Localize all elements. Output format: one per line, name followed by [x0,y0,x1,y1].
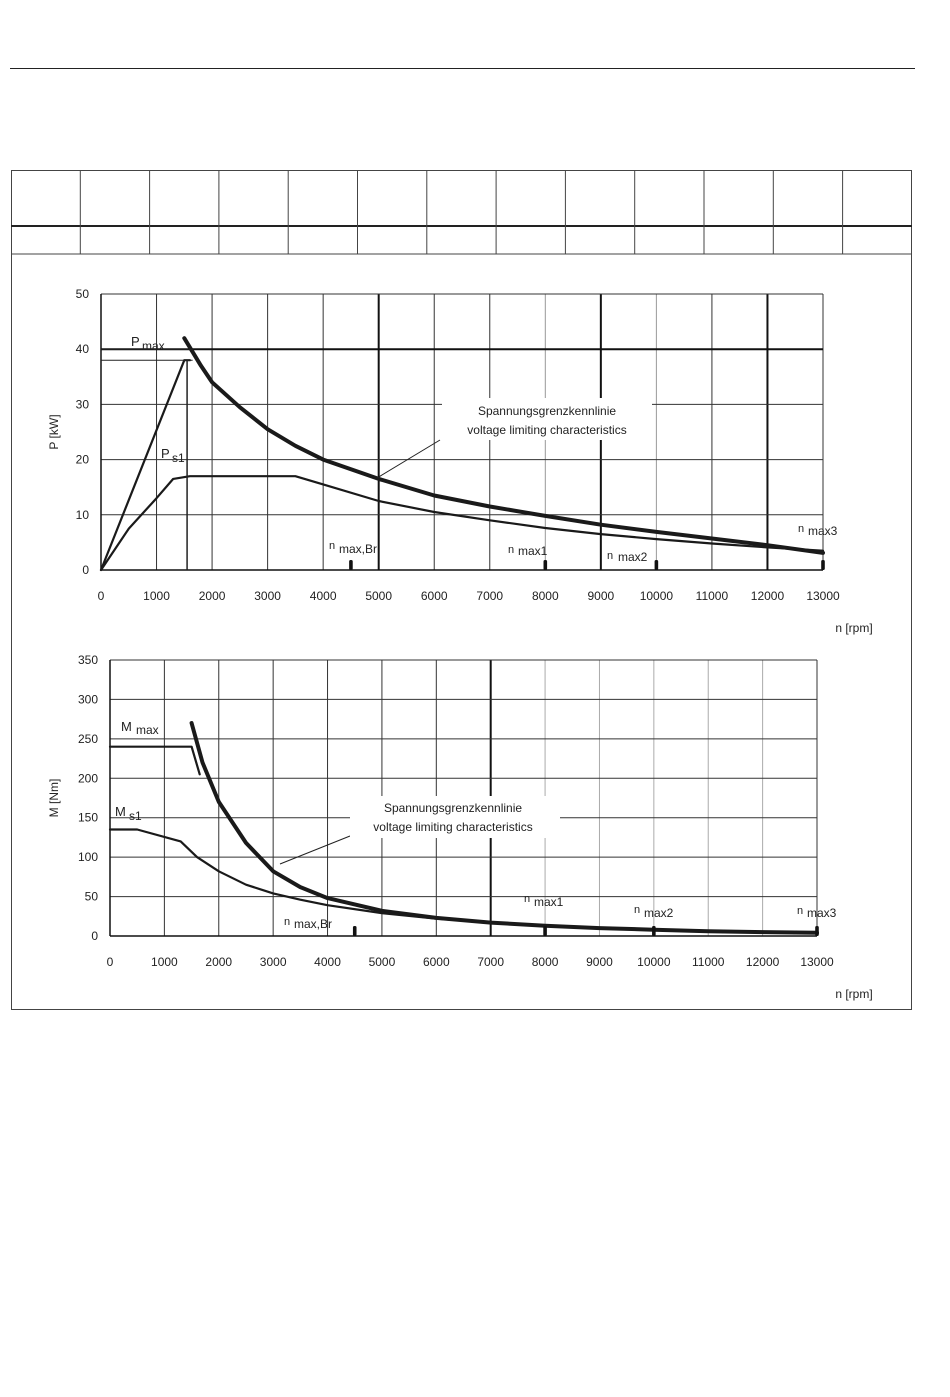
torque-y-tick-label: 250 [78,732,98,746]
ps1-line [99,475,825,572]
torque-markers [352,926,819,936]
torque-series [108,721,819,935]
power-markers [349,560,825,570]
power-nmax3-label: n max3 [798,521,838,538]
ms1-label: M s1 [115,804,142,823]
power-y-tick-label: 20 [76,453,90,467]
torque-annotation-box [350,796,560,838]
power-y-tick-label: 40 [76,342,90,356]
torque-marker-n-max1 [543,926,547,936]
torque-nmax2-label: n max2 [634,902,674,920]
torque-nmax3-label: n max3 [797,903,837,920]
power-x-tick-label: 12000 [751,589,785,603]
torque-x-tick-label: 8000 [532,955,559,969]
power-x-tick-label: 11000 [696,589,729,603]
power-x-tick-label: 9000 [587,589,614,603]
ps1-label: P s1 [161,446,185,465]
power-x-tick-label: 10000 [640,589,674,603]
mmax-label: M max [121,719,159,737]
torque-y-tick-label: 200 [78,771,98,785]
power-annotation-box [442,398,652,440]
torque-nmaxbr-label: n max,Br [284,914,332,931]
power-x-tick-label: 4000 [310,589,337,603]
torque-annotation-line1: Spannungsgrenzkennlinie [384,801,522,815]
power-x-axis-label: n [rpm] [835,621,872,635]
torque-x-tick-label: 6000 [423,955,450,969]
power-series [99,336,825,572]
torque-y-tick-label: 300 [78,692,98,706]
power-x-tick-label: 13000 [806,589,840,603]
torque-y-tick-label: 100 [78,850,98,864]
power-y-tick-label: 10 [76,508,90,522]
power-x-tick-label: 3000 [254,589,281,603]
torque-nmax1-label: n max1 [524,891,564,909]
torque-x-tick-label: 11000 [692,955,725,969]
torque-y-tick-label: 0 [91,929,98,943]
page-top-rule [10,68,915,69]
torque-grid [109,659,818,937]
power-x-tick-label: 1000 [143,589,170,603]
torque-x-tick-label: 3000 [260,955,287,969]
torque-x-tick-label: 13000 [800,955,834,969]
torque-x-tick-label: 4000 [314,955,341,969]
power-x-tick-label: 0 [98,589,105,603]
power-marker-n-max-br [349,560,353,570]
torque-x-tick-label: 2000 [205,955,232,969]
power-y-tick-label: 0 [82,563,89,577]
power-x-tick-label: 5000 [365,589,392,603]
power-x-tick-label: 8000 [532,589,559,603]
torque-x-tick-label: 1000 [151,955,178,969]
torque-x-ticks: 0 1000 2000 3000 4000 5000 6000 7000 8000 9000 100… [107,955,834,969]
torque-y-tick-label: 350 [78,653,98,667]
ms1-line [108,828,819,934]
power-x-tick-label: 6000 [421,589,448,603]
torque-marker-n-max-br [352,926,357,936]
power-marker-n-max3 [821,560,825,570]
power-y-tick-label: 30 [76,397,90,411]
torque-x-tick-label: 7000 [477,955,504,969]
power-nmax2-label: n max2 [607,548,648,564]
torque-y-axis-label: M [Nm] [47,779,61,818]
power-annotation-line2: voltage limiting characteristics [467,423,626,437]
power-y-tick-label: 50 [76,287,90,301]
power-y-ticks: 0 10 20 30 40 50 [76,287,90,577]
torque-annotation-leader [279,835,351,865]
power-x-tick-label: 7000 [476,589,503,603]
torque-x-tick-label: 10000 [637,955,671,969]
mmax-line [108,745,201,776]
torque-marker-n-max2 [652,926,656,936]
pmax-line [99,359,191,572]
torque-y-ticks: 0 50 100 150 200 250 300 350 [78,653,98,943]
torque-y-tick-label: 50 [85,890,99,904]
torque-marker-n-max3 [815,926,819,936]
torque-x-tick-label: 0 [107,955,114,969]
power-marker-n-max2 [654,560,659,570]
power-nmax1-label: n max1 [508,542,548,558]
power-annotation-leader [376,439,441,479]
power-grid [100,293,824,571]
chart-panel [11,170,912,1010]
power-x-tick-label: 2000 [199,589,226,603]
torque-voltage-limit-line [189,721,819,935]
torque-x-tick-label: 9000 [586,955,613,969]
torque-x-tick-label: 12000 [746,955,780,969]
header-table [11,170,912,255]
pmax-label: P max [131,334,165,353]
torque-x-axis-label: n [rpm] [835,987,872,1001]
power-marker-n-max1 [543,560,548,570]
torque-x-tick-label: 5000 [369,955,396,969]
power-nmaxbr-label: n max,Br [329,538,377,556]
power-voltage-limit-line [182,336,825,555]
torque-annotation-line2: voltage limiting characteristics [373,820,532,834]
power-annotation-line1: Spannungsgrenzkennlinie [478,404,616,418]
power-x-ticks: 0 1000 2000 3000 4000 5000 6000 7000 8000 9000 100… [98,589,840,603]
power-y-axis-label: P [kW] [47,414,61,449]
torque-y-tick-label: 150 [78,811,98,825]
